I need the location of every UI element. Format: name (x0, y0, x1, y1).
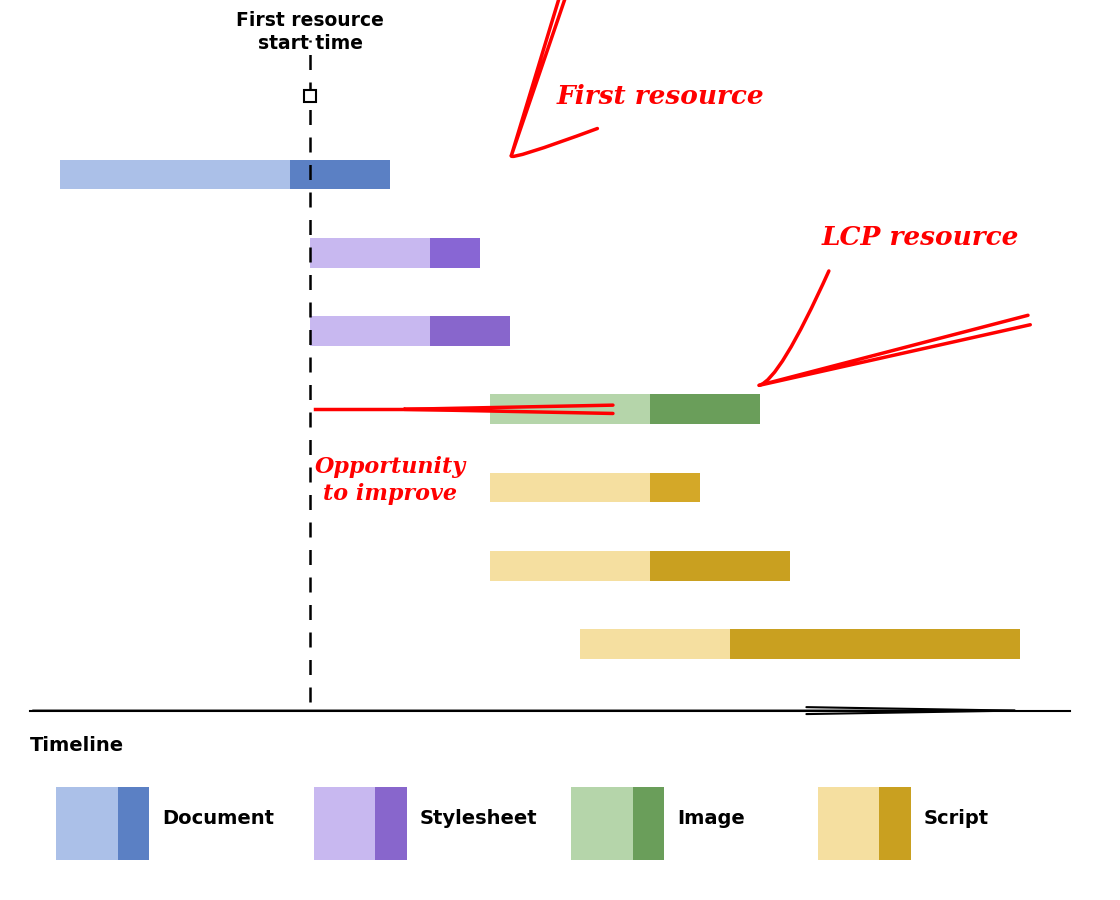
Bar (571, 787, 633, 860)
Text: Script: Script (924, 809, 989, 829)
Bar (730, 629, 1020, 659)
Text: Opportunity
to improve: Opportunity to improve (315, 456, 466, 506)
Bar (650, 472, 700, 502)
Text: Document: Document (162, 809, 274, 829)
Bar (491, 551, 650, 580)
Bar (633, 787, 664, 860)
Bar (60, 159, 290, 189)
Bar (650, 394, 760, 424)
Bar (430, 238, 480, 267)
Bar (310, 238, 430, 267)
Bar (314, 787, 375, 860)
Bar (56, 787, 118, 860)
Text: Stylesheet: Stylesheet (420, 809, 538, 829)
Text: Timeline: Timeline (30, 735, 124, 755)
Bar (118, 787, 149, 860)
Bar (879, 787, 911, 860)
Bar (580, 629, 730, 659)
Text: Image: Image (678, 809, 745, 829)
Bar (491, 472, 650, 502)
Bar (310, 316, 430, 346)
Text: LCP resource: LCP resource (821, 225, 1019, 249)
Text: First resource: First resource (557, 84, 764, 109)
Bar (375, 787, 407, 860)
Bar (491, 394, 650, 424)
Bar (818, 787, 879, 860)
Bar (430, 316, 510, 346)
Text: First resource
start time: First resource start time (236, 11, 384, 53)
Bar (290, 159, 390, 189)
Bar (650, 551, 790, 580)
